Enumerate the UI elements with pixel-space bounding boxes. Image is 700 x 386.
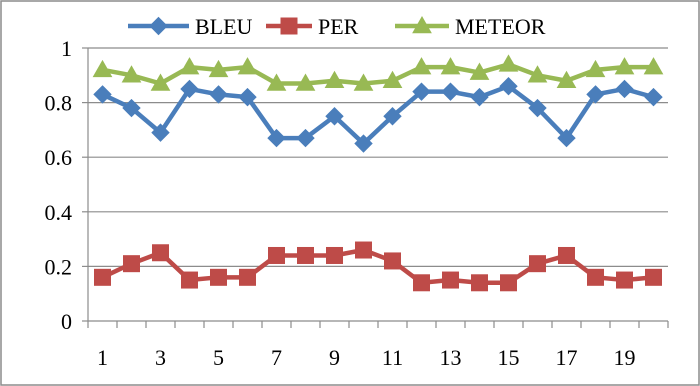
x-tick-label: 13	[440, 345, 462, 370]
legend-label-bleu: BLEU	[195, 14, 253, 39]
data-point-meteor	[469, 62, 490, 80]
data-point-per	[297, 246, 314, 264]
x-tick-label: 17	[556, 345, 578, 370]
x-axis-tick-labels: 1 3 5 7 9 11 13 15 17 19	[97, 345, 636, 370]
data-point-bleu	[93, 85, 112, 104]
data-point-per	[500, 274, 517, 292]
data-point-per	[123, 255, 140, 273]
data-point-per	[326, 246, 343, 264]
legend-marker-per	[280, 17, 298, 35]
data-point-meteor	[121, 65, 142, 83]
data-point-bleu	[325, 107, 344, 126]
data-point-bleu	[238, 87, 257, 107]
x-tick-label: 5	[213, 345, 224, 370]
series-meteor	[92, 54, 664, 91]
data-point-bleu	[441, 82, 460, 101]
data-point-meteor	[440, 57, 461, 75]
data-point-per	[210, 268, 227, 286]
data-point-meteor	[353, 73, 374, 91]
data-point-meteor	[556, 70, 577, 89]
data-point-bleu	[180, 79, 199, 99]
data-point-bleu	[644, 87, 663, 107]
data-point-meteor	[498, 54, 519, 72]
data-point-per	[181, 271, 198, 289]
data-point-meteor	[527, 65, 548, 83]
data-point-bleu	[122, 98, 141, 118]
data-point-meteor	[208, 59, 229, 78]
data-point-bleu	[209, 85, 228, 104]
y-tick-label: 0.6	[45, 145, 73, 170]
legend-item-bleu: BLEU	[128, 14, 253, 39]
legend-item-meteor: METEOR	[395, 14, 546, 39]
series-bleu	[93, 77, 663, 153]
data-point-meteor	[643, 57, 664, 75]
y-tick-label: 1	[61, 36, 72, 61]
data-point-bleu	[354, 134, 373, 153]
data-point-bleu	[528, 98, 547, 118]
data-point-meteor	[382, 70, 403, 89]
y-axis-tick-labels: 0 0.2 0.4 0.6 0.8 1	[45, 36, 73, 334]
data-point-per	[616, 271, 633, 289]
data-point-meteor	[237, 57, 258, 75]
data-point-bleu	[615, 79, 634, 99]
data-point-bleu	[470, 87, 489, 107]
data-point-meteor	[179, 57, 200, 75]
data-point-per	[645, 268, 662, 286]
data-point-meteor	[411, 57, 432, 75]
legend: BLEU PER METEOR	[128, 14, 546, 39]
data-point-per	[558, 246, 575, 264]
axes	[82, 47, 669, 328]
x-tick-label: 15	[498, 345, 520, 370]
legend-marker-meteor	[412, 15, 432, 34]
data-point-per	[268, 246, 285, 264]
series-group	[92, 54, 664, 292]
x-tick-label: 1	[97, 345, 108, 370]
y-tick-label: 0.4	[45, 200, 73, 225]
data-point-per	[94, 268, 111, 286]
data-point-per	[239, 268, 256, 286]
y-tick-label: 0.8	[45, 91, 73, 116]
y-tick-label: 0	[61, 309, 72, 334]
data-point-per	[413, 274, 430, 292]
x-tick-label: 9	[329, 345, 340, 370]
data-point-meteor	[295, 73, 316, 91]
legend-label-meteor: METEOR	[455, 14, 546, 39]
data-point-bleu	[267, 128, 286, 148]
x-tick-label: 19	[614, 345, 636, 370]
x-tick-label: 7	[271, 345, 282, 370]
data-point-meteor	[266, 73, 287, 91]
data-point-per	[442, 271, 459, 289]
data-point-meteor	[614, 57, 635, 75]
y-tick-label: 0.2	[45, 254, 73, 279]
data-point-bleu	[586, 85, 605, 104]
data-point-bleu	[412, 82, 431, 101]
x-tick-label: 3	[155, 345, 166, 370]
data-point-meteor	[585, 59, 606, 78]
data-point-per	[529, 255, 546, 273]
data-point-per	[384, 252, 401, 270]
legend-item-per: PER	[266, 14, 359, 39]
x-tick-label: 11	[382, 345, 403, 370]
data-point-meteor	[324, 70, 345, 89]
data-point-bleu	[296, 128, 315, 148]
data-point-bleu	[383, 107, 402, 126]
series-per	[94, 241, 662, 292]
legend-label-per: PER	[318, 14, 359, 39]
data-point-meteor	[92, 59, 113, 78]
data-point-per	[471, 274, 488, 292]
data-point-per	[587, 268, 604, 286]
data-point-per	[152, 244, 169, 262]
data-point-meteor	[150, 73, 171, 91]
data-point-bleu	[151, 123, 170, 142]
gridlines	[88, 47, 668, 267]
data-point-bleu	[557, 128, 576, 148]
data-point-per	[355, 241, 372, 259]
data-point-bleu	[499, 77, 518, 96]
legend-marker-bleu	[149, 16, 168, 36]
